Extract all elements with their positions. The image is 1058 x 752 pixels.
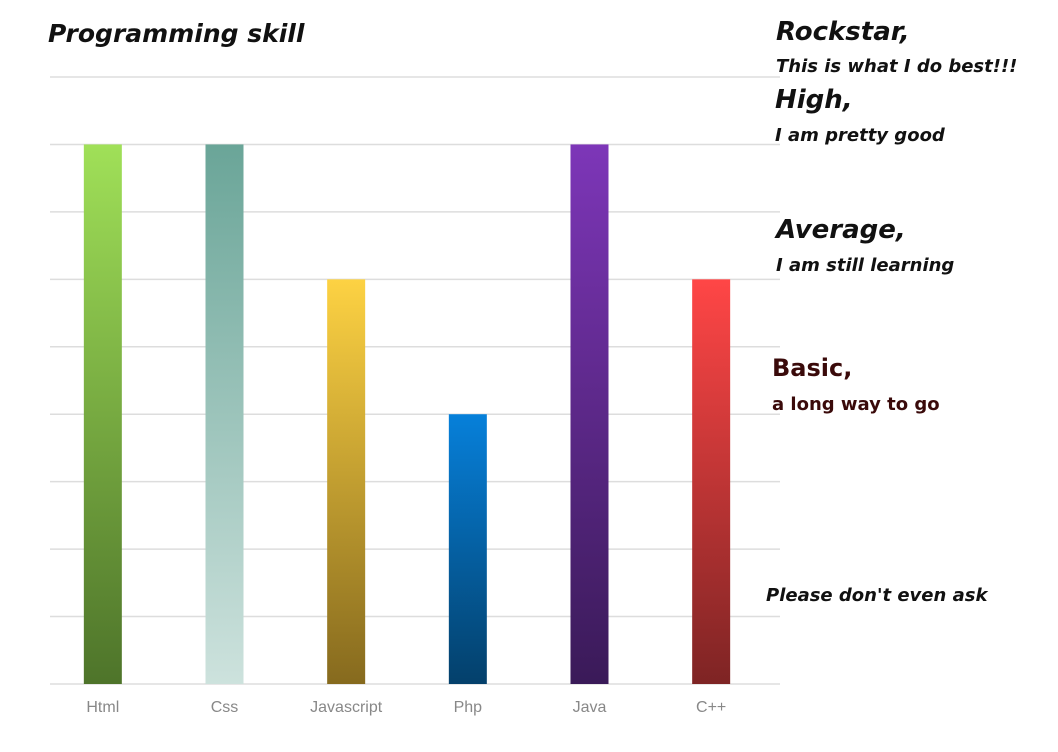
bar-java <box>570 144 609 684</box>
chart-title: Programming skill <box>48 19 305 48</box>
level-name: Basic, <box>772 354 852 382</box>
skill-level-labels: Rockstar, This is what I do best!!! High, I… <box>766 17 1017 606</box>
level-description: Please don't even ask <box>766 585 988 606</box>
bar-cpp <box>692 279 731 684</box>
x-tick-label: C++ <box>696 699 726 716</box>
level-description: I am still learning <box>776 255 954 276</box>
bars <box>83 144 731 684</box>
level-name: High, <box>775 85 853 115</box>
x-tick-label: Html <box>86 699 119 716</box>
bar-javascript <box>327 279 366 684</box>
x-tick-label: Css <box>211 699 239 716</box>
x-tick-label: Php <box>454 699 483 716</box>
x-tick-labels: Html Css Javascript Php Java C++ <box>86 699 726 716</box>
x-tick-label: Javascript <box>310 699 383 716</box>
level-description: a long way to go <box>772 394 940 415</box>
level-name: Rockstar, <box>776 17 910 47</box>
level-description: This is what I do best!!! <box>776 56 1017 77</box>
level-description: I am pretty good <box>775 125 946 146</box>
x-tick-label: Java <box>573 699 607 716</box>
grid-lines <box>50 76 780 685</box>
bar-html <box>83 144 122 684</box>
bar-css <box>205 144 244 684</box>
bar-php <box>448 414 487 684</box>
level-name: Average, <box>774 215 906 245</box>
